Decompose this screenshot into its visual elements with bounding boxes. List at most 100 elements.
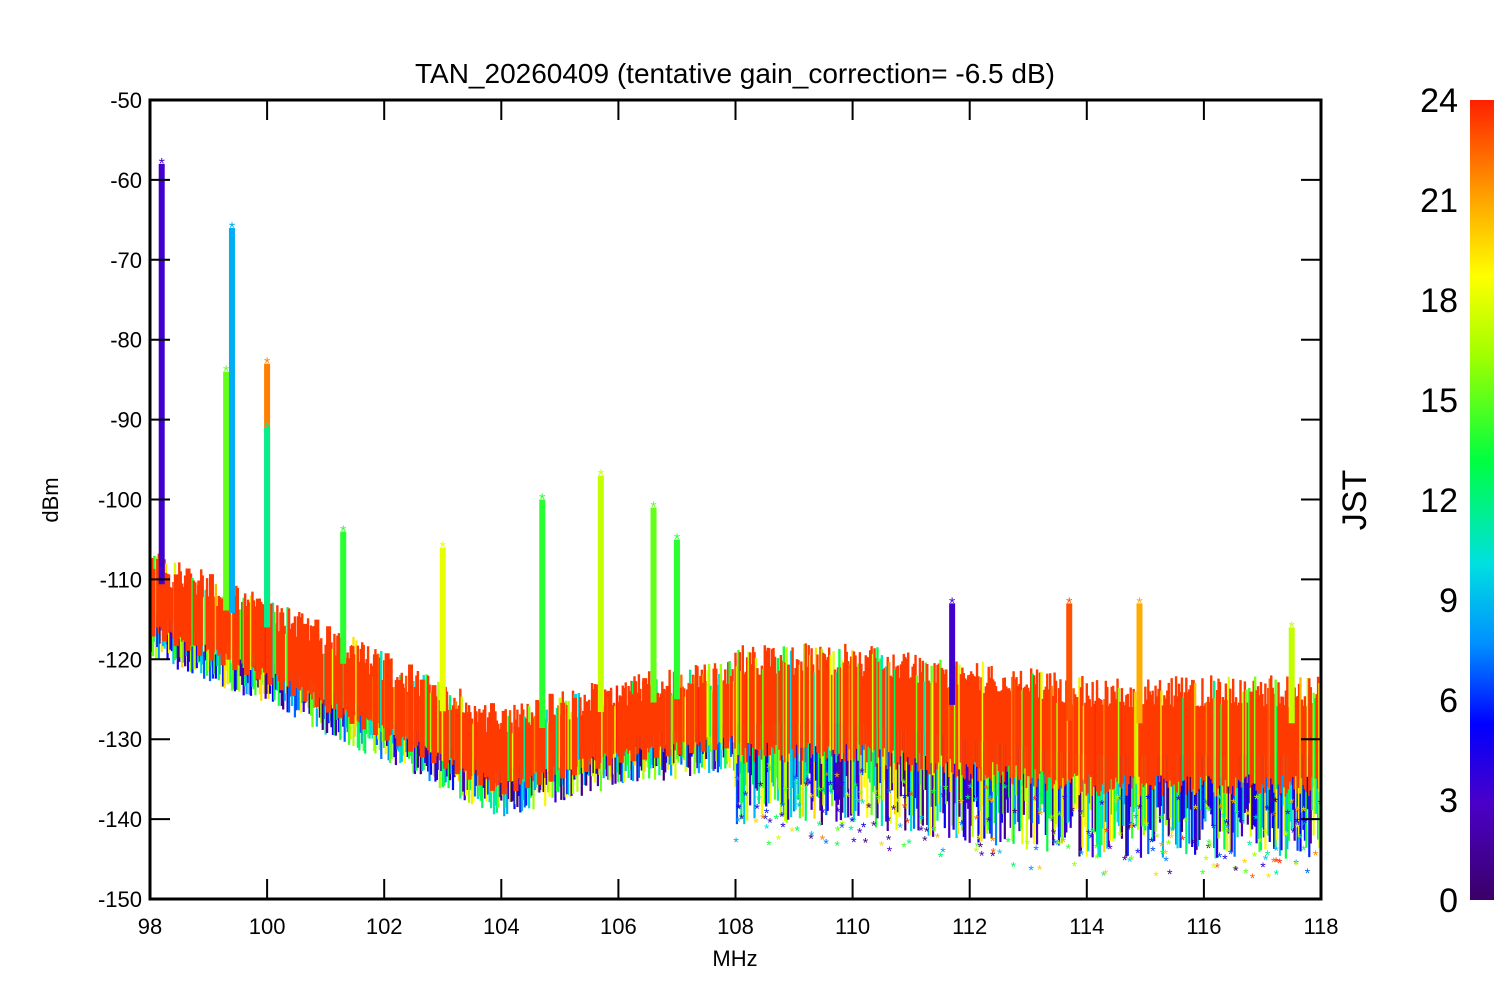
colorbar-tick-label: 9 <box>1439 582 1458 620</box>
scatter-point: * <box>1232 862 1238 878</box>
scatter-point: * <box>1285 806 1291 822</box>
scatter-point: * <box>1028 862 1034 878</box>
scatter-point: * <box>990 794 996 810</box>
scatter-point: * <box>1218 800 1224 816</box>
scatter-point: * <box>823 836 829 852</box>
scatter-point: * <box>986 813 992 829</box>
scatter-point: * <box>860 795 866 811</box>
scatter-point: * <box>1167 866 1173 882</box>
scatter-point: * <box>1271 854 1277 870</box>
scatter-point: * <box>1193 801 1199 817</box>
scatter-point: * <box>1301 803 1307 819</box>
scatter-point: * <box>756 792 762 808</box>
scatter-point: * <box>887 843 893 859</box>
scatter-point: * <box>1224 815 1230 831</box>
scatter-point: * <box>735 772 741 788</box>
scatter-point: * <box>1062 791 1068 807</box>
scatter-point: * <box>820 832 826 848</box>
scatter-point: * <box>1200 866 1206 882</box>
peak-marker: * <box>1136 595 1142 612</box>
scatter-point: * <box>1211 820 1217 836</box>
scatter-point: * <box>1037 861 1043 877</box>
scatter-point: * <box>1066 841 1072 857</box>
scatter-point: * <box>817 817 823 833</box>
scatter-point: * <box>1094 840 1100 856</box>
scatter-point: * <box>779 809 785 825</box>
scatter-point: * <box>1225 820 1231 836</box>
peak-marker: * <box>264 356 270 373</box>
scatter-point: * <box>1252 849 1258 865</box>
scatter-point: * <box>1296 819 1302 835</box>
scatter-point: * <box>1078 806 1084 822</box>
colorbar-tick-label: 21 <box>1420 182 1458 220</box>
scatter-point: * <box>1149 834 1155 850</box>
scatter-point: * <box>1107 841 1113 857</box>
y-tick-label: -50 <box>110 88 142 113</box>
scatter-point: * <box>1038 807 1044 823</box>
scatter-point: * <box>1291 824 1297 840</box>
scatter-point: * <box>767 758 773 774</box>
scatter-point: * <box>1141 814 1147 830</box>
scatter-point: * <box>851 814 857 830</box>
scatter-point: * <box>906 835 912 851</box>
scatter-point: * <box>1169 822 1175 838</box>
colorbar-tick-label: 6 <box>1439 682 1458 720</box>
scatter-point: * <box>863 835 869 851</box>
scatter-point: * <box>1206 803 1212 819</box>
x-tick-label: 106 <box>600 914 637 939</box>
scatter-point: * <box>1137 801 1143 817</box>
scatter-point: * <box>902 790 908 806</box>
scatter-point: * <box>1038 788 1044 804</box>
scatter-point: * <box>905 814 911 830</box>
scatter-point: * <box>753 815 759 831</box>
scatter-point: * <box>961 815 967 831</box>
scatter-point: * <box>1222 851 1228 867</box>
scatter-point: * <box>848 822 854 838</box>
x-tick-label: 98 <box>138 914 162 939</box>
scatter-point: * <box>898 819 904 835</box>
x-tick-label: 108 <box>717 914 754 939</box>
y-tick-label: -70 <box>110 248 142 273</box>
scatter-point: * <box>1129 819 1135 835</box>
scatter-point: * <box>1131 819 1137 835</box>
scatter-point: * <box>938 849 944 865</box>
scatter-point: * <box>1192 835 1198 851</box>
scatter-point: * <box>783 783 789 799</box>
scatter-point: * <box>780 819 786 835</box>
colorbar-tick-label: 0 <box>1439 882 1458 920</box>
scatter-point: * <box>990 848 996 864</box>
x-axis: 98 100 102 104 106 108 110 112 114 116 118 <box>138 100 1339 939</box>
scatter-point: * <box>1146 791 1152 807</box>
y-axis-label: dBm <box>38 477 63 522</box>
scatter-point: * <box>796 798 802 814</box>
scatter-point: * <box>1260 859 1266 875</box>
peak-marker: * <box>1289 619 1295 636</box>
scatter-point: * <box>859 764 865 780</box>
peak-marker: * <box>223 364 229 381</box>
scatter-point: * <box>1163 853 1169 869</box>
scatter-point: * <box>1203 796 1209 812</box>
scatter-point: * <box>974 811 980 827</box>
y-axis: -150 -140 -130 -120 -110 -100 -90 -80 -70 -60 -50 <box>98 88 1321 912</box>
scatter-point: * <box>865 799 871 815</box>
scatter-point: * <box>1263 825 1269 841</box>
scatter-point: * <box>1214 859 1220 875</box>
x-tick-label: 102 <box>366 914 403 939</box>
scatter-point: * <box>997 846 1003 862</box>
scatter-point: * <box>1180 832 1186 848</box>
peak-marker: * <box>650 499 656 516</box>
scatter-point: * <box>1150 843 1156 859</box>
scatter-point: * <box>959 817 965 833</box>
scatter-point: * <box>835 804 841 820</box>
scatter-point: * <box>965 791 971 807</box>
scatter-point: * <box>975 839 981 855</box>
y-tick-label: -110 <box>100 567 142 592</box>
scatter-point: * <box>876 791 882 807</box>
scatter-point: * <box>978 839 984 855</box>
scatter-point: * <box>821 784 827 800</box>
scatter-point: * <box>1099 796 1105 812</box>
scatter-point: * <box>735 813 741 829</box>
colorbar-tick-label: 15 <box>1420 382 1458 420</box>
scatter-point: * <box>758 778 764 794</box>
scatter-point: * <box>1225 824 1231 840</box>
